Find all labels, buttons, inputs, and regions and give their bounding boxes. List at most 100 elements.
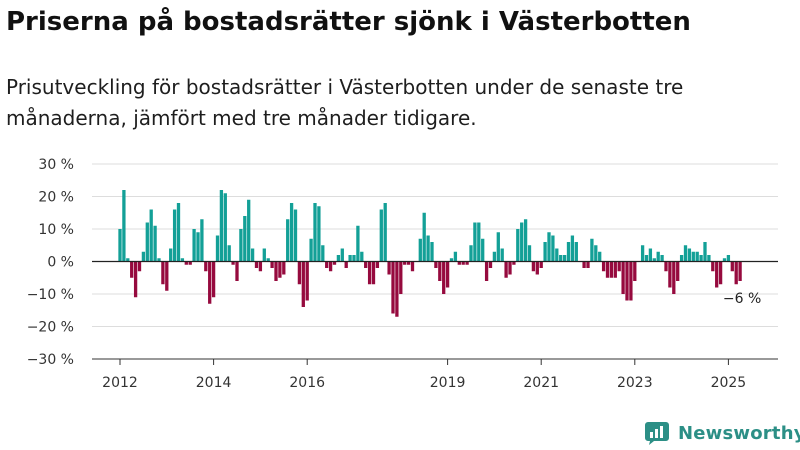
last-value-annotation: −6 % (723, 291, 761, 307)
bar (609, 261, 614, 278)
bar (465, 261, 469, 265)
brand-logo: Newsworthy (644, 418, 800, 448)
bar (551, 235, 555, 262)
bar (293, 209, 298, 262)
bar (367, 261, 372, 285)
bar (473, 222, 477, 262)
bar (180, 258, 185, 262)
bar (141, 251, 146, 262)
bar (247, 199, 251, 262)
bar (172, 209, 177, 262)
bar (286, 219, 290, 262)
bar (157, 258, 161, 262)
bar (169, 248, 173, 262)
bar (231, 261, 235, 265)
bar (738, 261, 742, 281)
bar (243, 216, 247, 262)
bar (270, 261, 274, 268)
bar (313, 203, 317, 262)
x-tick-label: 2023 (617, 375, 653, 391)
bar (305, 261, 309, 301)
bar (410, 261, 415, 272)
bar (375, 261, 380, 268)
y-tick-label: 30 % (38, 157, 74, 173)
bar (434, 261, 438, 268)
bar (223, 193, 227, 262)
bar (539, 261, 543, 268)
bar (278, 261, 282, 278)
bar (695, 251, 699, 262)
bar (430, 242, 434, 262)
bar (137, 261, 142, 272)
bar (403, 261, 407, 265)
bar (176, 203, 181, 262)
bar (562, 255, 567, 262)
bar (644, 255, 649, 262)
bar (508, 261, 512, 275)
bar (625, 261, 629, 301)
y-tick-label: 20 % (38, 190, 74, 206)
bar (652, 258, 656, 262)
bar (262, 248, 266, 262)
bar (586, 261, 590, 268)
bar (734, 261, 738, 285)
bar (590, 238, 594, 262)
bar (707, 255, 711, 262)
bar (153, 225, 157, 262)
x-tick-label: 2014 (196, 375, 232, 391)
bar (672, 261, 676, 294)
bar (239, 229, 243, 262)
bar (200, 219, 204, 262)
bar (325, 261, 329, 268)
bar (332, 261, 337, 265)
bar (656, 251, 660, 262)
bar (488, 261, 493, 268)
bar (340, 248, 344, 262)
bar (601, 261, 606, 272)
bar (165, 261, 169, 291)
bar (426, 235, 430, 262)
bar (496, 232, 500, 262)
bar (574, 242, 578, 262)
bar (289, 203, 294, 262)
bar (383, 203, 387, 262)
brand-name: Newsworthy (678, 422, 800, 444)
bar (309, 238, 313, 262)
bar (730, 261, 734, 272)
bar (687, 248, 692, 262)
bar (215, 235, 220, 262)
bar (621, 261, 625, 294)
bar (336, 255, 341, 262)
bar (328, 261, 333, 272)
bar (711, 261, 715, 272)
bar (477, 222, 481, 262)
bar (703, 242, 707, 262)
bar (547, 232, 551, 262)
bar (582, 261, 586, 268)
bar (598, 251, 602, 262)
bar (274, 261, 278, 281)
bar (161, 261, 165, 285)
bar (660, 255, 664, 262)
bar (559, 255, 563, 262)
x-tick-label: 2012 (102, 375, 138, 391)
y-tick-label: −10 % (27, 287, 74, 303)
bar (184, 261, 188, 265)
bar (699, 255, 703, 262)
bar (523, 219, 528, 262)
y-tick-label: −30 % (27, 352, 74, 368)
bar (481, 238, 485, 262)
bar (543, 242, 547, 262)
bar (640, 245, 645, 262)
x-tick-label: 2021 (523, 375, 559, 391)
bar (379, 209, 383, 262)
bar (605, 261, 610, 278)
bar (227, 245, 231, 262)
chart-title: Priserna på bostadsrätter sjönk i Väster… (6, 7, 691, 37)
bar (254, 261, 259, 268)
y-tick-label: 10 % (38, 222, 74, 238)
bar (613, 261, 617, 278)
bar (360, 251, 364, 262)
bar (461, 261, 465, 265)
